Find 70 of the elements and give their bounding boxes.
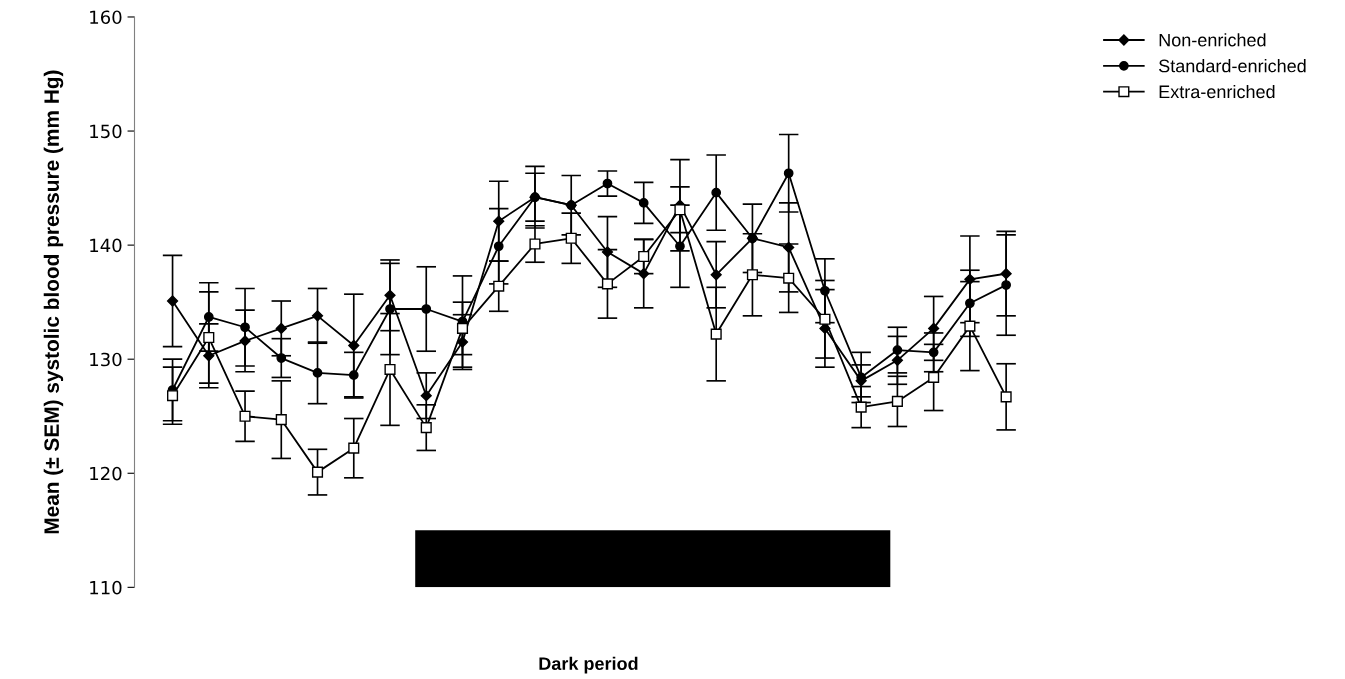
point xyxy=(638,268,650,280)
point xyxy=(928,371,940,383)
point xyxy=(565,232,577,244)
point xyxy=(1000,391,1012,403)
point xyxy=(240,322,250,333)
point xyxy=(529,238,541,250)
point xyxy=(530,192,540,203)
point xyxy=(710,328,722,340)
point xyxy=(276,353,287,363)
point xyxy=(638,250,650,263)
y-tick-label: 160 xyxy=(90,10,122,25)
point xyxy=(601,278,614,290)
point xyxy=(384,363,396,376)
point xyxy=(964,320,976,332)
point xyxy=(820,285,830,296)
point xyxy=(385,304,395,314)
point xyxy=(1000,268,1012,280)
point xyxy=(783,168,794,179)
point xyxy=(783,272,795,284)
point xyxy=(420,422,432,434)
point xyxy=(965,298,975,309)
point xyxy=(311,466,324,478)
point xyxy=(493,280,505,292)
point xyxy=(928,347,939,358)
point xyxy=(166,390,179,402)
point xyxy=(783,241,795,254)
point xyxy=(928,322,940,334)
point xyxy=(166,295,179,307)
point xyxy=(311,310,324,322)
point xyxy=(566,200,577,211)
point xyxy=(275,414,287,426)
point xyxy=(674,204,686,216)
point xyxy=(203,331,215,344)
point xyxy=(348,370,359,381)
point xyxy=(348,339,360,352)
point xyxy=(456,336,469,348)
point xyxy=(312,368,323,378)
point xyxy=(892,345,903,355)
y-tick-label: 110 xyxy=(90,580,122,595)
legend-label: Extra-enriched xyxy=(1159,84,1275,99)
point xyxy=(602,178,613,189)
point xyxy=(638,198,649,208)
point xyxy=(711,187,722,198)
point xyxy=(855,401,867,413)
y-tick-label: 130 xyxy=(90,352,122,367)
point xyxy=(239,410,251,422)
point xyxy=(203,312,214,322)
point xyxy=(493,241,504,252)
legend-label: Non-enriched xyxy=(1159,33,1266,47)
point xyxy=(891,395,903,407)
point xyxy=(348,442,360,454)
point xyxy=(275,322,287,334)
point xyxy=(891,354,904,366)
y-axis-title: Mean (± SEM) systolic blood pressure (mm Hg) xyxy=(43,70,64,534)
point xyxy=(456,322,469,334)
y-tick-label: 150 xyxy=(90,124,122,139)
point xyxy=(964,273,976,285)
point xyxy=(819,313,831,325)
point xyxy=(1001,280,1011,290)
point xyxy=(601,246,614,258)
point xyxy=(710,269,722,281)
point xyxy=(384,289,396,301)
legend-label: Standard-enriched xyxy=(1159,59,1306,73)
y-tick-label: 120 xyxy=(90,466,122,481)
point xyxy=(420,390,432,402)
y-tick-label: 140 xyxy=(90,238,122,253)
point xyxy=(421,304,432,314)
x-axis-title: Dark period xyxy=(539,656,638,674)
point xyxy=(493,215,505,227)
point xyxy=(746,269,758,281)
